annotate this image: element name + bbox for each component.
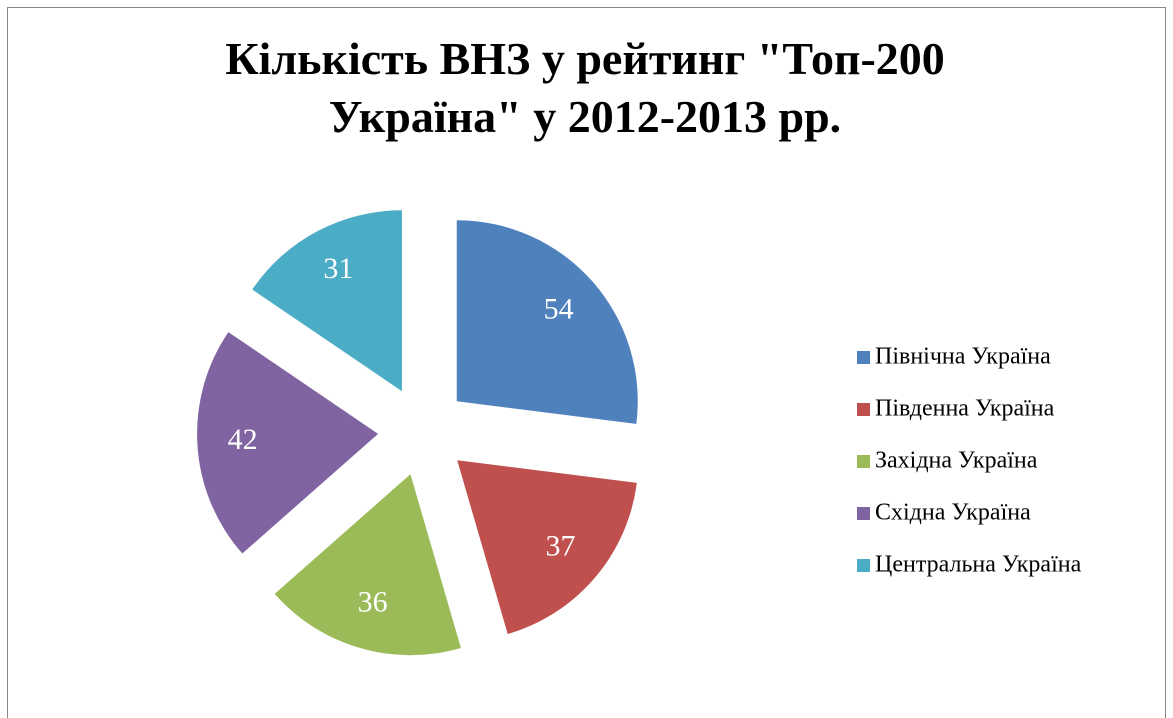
legend-swatch (857, 351, 870, 364)
legend-label: Західна Україна (875, 448, 1038, 474)
legend-swatch (857, 559, 870, 572)
data-label: 36 (358, 585, 388, 618)
data-label: 31 (323, 252, 353, 285)
pie-slice (197, 332, 379, 554)
legend-swatch (857, 455, 870, 468)
legend-label: Північна Україна (875, 344, 1051, 370)
legend-label: Східна Україна (875, 500, 1031, 526)
legend-swatch (857, 507, 870, 520)
legend-label: Південна Україна (875, 396, 1055, 422)
pie-slice (274, 474, 461, 656)
chart-title: Кількість ВНЗ у рейтинг "Топ-200 Україна… (225, 33, 945, 142)
data-label: 54 (544, 292, 574, 325)
chart-border (7, 7, 1166, 718)
legend-label: Центральна Україна (875, 552, 1082, 578)
data-label: 42 (228, 423, 258, 456)
legend-swatch (857, 403, 870, 416)
data-label: 37 (545, 529, 575, 562)
pie-slice (456, 220, 638, 424)
pie-slice (457, 460, 637, 635)
pie-slice (252, 210, 402, 392)
